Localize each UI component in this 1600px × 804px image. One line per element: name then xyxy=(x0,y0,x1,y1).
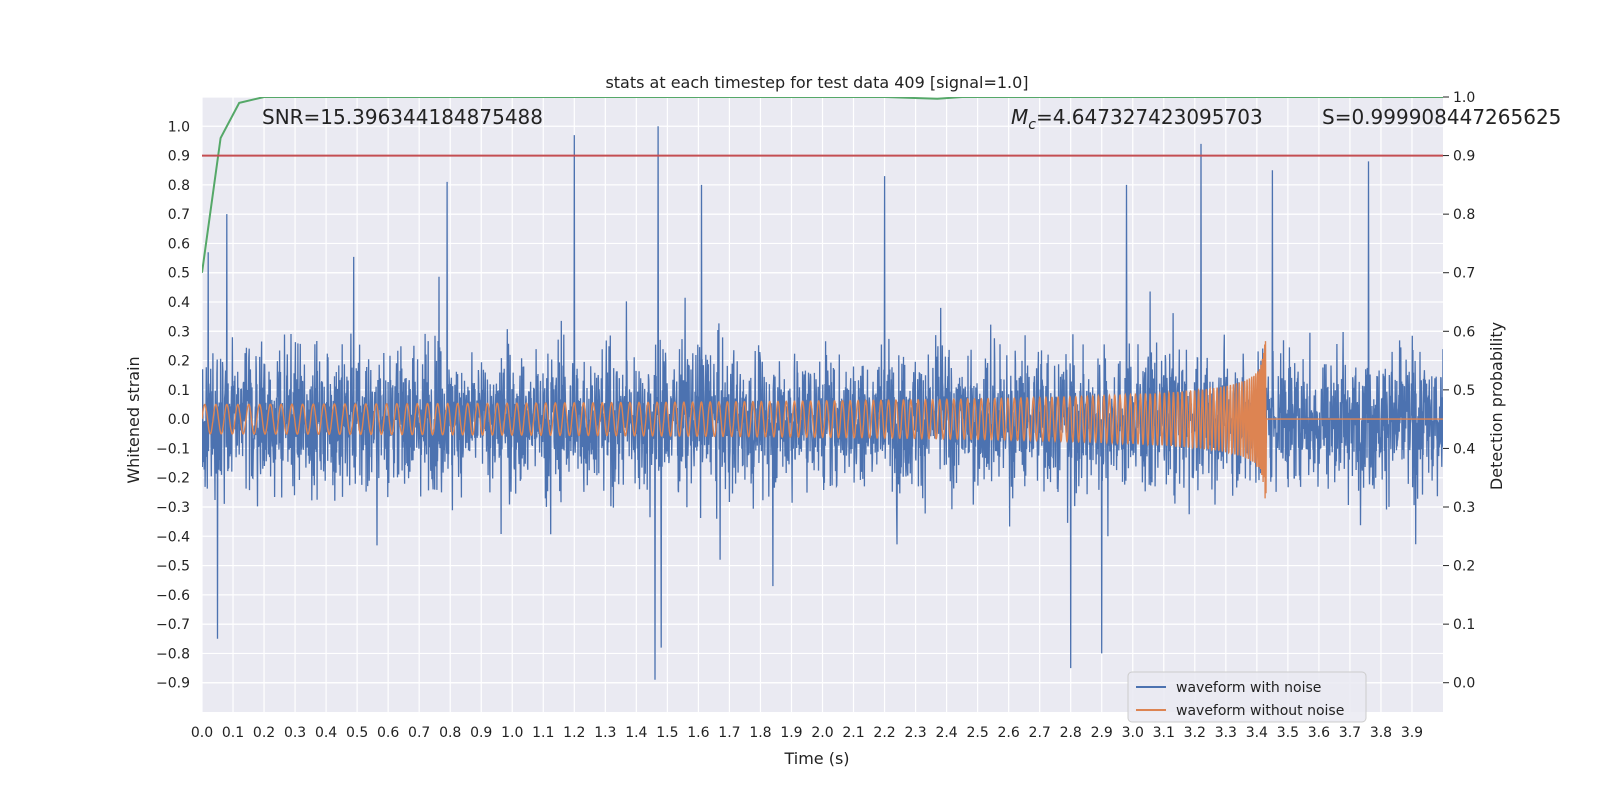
y2-axis-label: Detection probability xyxy=(1487,322,1506,490)
x-tick-label: 1.6 xyxy=(687,725,709,741)
x-tick-label: 1.5 xyxy=(656,725,678,741)
x-tick-label: 1.3 xyxy=(594,725,616,741)
x-tick-label: 3.1 xyxy=(1153,725,1175,741)
x-tick-label: 2.3 xyxy=(904,725,926,741)
x-tick-label: 3.5 xyxy=(1277,725,1299,741)
y-tick-label: −0.3 xyxy=(156,500,190,516)
series-waveform-without-noise xyxy=(202,341,1443,499)
y-tick-label: −0.5 xyxy=(156,559,190,575)
y-tick-label: −0.2 xyxy=(156,471,190,487)
tick-labels: 0.0 0.1 0.2 0.3 0.4 0.5 0.6 0.7 0.8 0.9 1.0 1.1 1.2 1… xyxy=(156,90,1475,741)
x-tick-label: 1.4 xyxy=(625,725,647,741)
mc-annotation: Mc=4.647327423095703 xyxy=(1011,105,1263,133)
y2-tick-label: 0.6 xyxy=(1453,324,1475,340)
x-tick-label: 3.9 xyxy=(1401,725,1423,741)
x-tick-label: 2.1 xyxy=(842,725,864,741)
x-tick-label: 0.9 xyxy=(470,725,492,741)
y-tick-label: −0.1 xyxy=(156,441,190,457)
x-tick-label: 0.5 xyxy=(346,725,368,741)
legend-label: waveform without noise xyxy=(1176,703,1344,719)
x-axis-label: Time (s) xyxy=(783,749,849,768)
x-tick-label: 1.9 xyxy=(780,725,802,741)
y-tick-label: −0.7 xyxy=(156,617,190,633)
x-tick-label: 2.4 xyxy=(935,725,957,741)
y-tick-label: 0.1 xyxy=(168,383,190,399)
x-tick-label: 0.2 xyxy=(253,725,275,741)
x-tick-label: 3.2 xyxy=(1184,725,1206,741)
series-detection-probability xyxy=(202,97,1443,273)
mc-symbol: M xyxy=(1011,105,1028,129)
y-tick-label: 0.5 xyxy=(168,266,190,282)
y-axis-label: Whitened strain xyxy=(124,356,143,483)
y-tick-label: 0.9 xyxy=(168,149,190,165)
x-tick-label: 0.1 xyxy=(222,725,244,741)
x-tick-label: 0.7 xyxy=(408,725,430,741)
x-tick-label: 1.8 xyxy=(749,725,771,741)
plot-content xyxy=(202,97,1443,680)
y2-tick-label: 0.0 xyxy=(1453,676,1475,692)
x-tick-label: 0.6 xyxy=(377,725,399,741)
x-tick-label: 3.6 xyxy=(1308,725,1330,741)
x-tick-label: 2.0 xyxy=(811,725,833,741)
y-tick-label: −0.4 xyxy=(156,529,190,545)
legend-label: waveform with noise xyxy=(1176,680,1321,696)
y-tick-label: 0.7 xyxy=(168,207,190,223)
x-tick-label: 2.9 xyxy=(1091,725,1113,741)
y-tick-label: 0.2 xyxy=(168,354,190,370)
x-tick-label: 1.0 xyxy=(501,725,523,741)
x-tick-label: 1.2 xyxy=(563,725,585,741)
y2-tick-label: 0.1 xyxy=(1453,617,1475,633)
y2-tick-label: 0.5 xyxy=(1453,383,1475,399)
x-tick-label: 0.0 xyxy=(191,725,213,741)
y-tick-label: 0.0 xyxy=(168,412,190,428)
x-tick-label: 2.5 xyxy=(966,725,988,741)
y2-tick-label: 0.8 xyxy=(1453,207,1475,223)
x-tick-label: 3.0 xyxy=(1122,725,1144,741)
y2-tick-label: 0.7 xyxy=(1453,266,1475,282)
x-tick-label: 0.8 xyxy=(439,725,461,741)
x-tick-label: 2.2 xyxy=(873,725,895,741)
y-tick-label: 0.3 xyxy=(168,324,190,340)
y2-tick-label: 0.2 xyxy=(1453,559,1475,575)
x-tick-label: 2.6 xyxy=(998,725,1020,741)
x-tick-label: 1.1 xyxy=(532,725,554,741)
y-tick-label: 0.8 xyxy=(168,178,190,194)
y2-tick-label: 0.3 xyxy=(1453,500,1475,516)
y-tick-label: −0.8 xyxy=(156,646,190,662)
x-tick-label: 2.7 xyxy=(1029,725,1051,741)
legend: waveform with noise waveform without nois… xyxy=(1127,671,1367,723)
s-annotation: S=0.999908447265625 xyxy=(1322,105,1561,129)
y-tick-label: −0.6 xyxy=(156,588,190,604)
chart-title: stats at each timestep for test data 409… xyxy=(605,73,1028,92)
y2-tick-label: 1.0 xyxy=(1453,90,1475,106)
y-tick-label: 0.4 xyxy=(168,295,190,311)
mc-subscript: c xyxy=(1028,117,1036,133)
x-tick-label: 3.3 xyxy=(1215,725,1237,741)
x-tick-label: 1.7 xyxy=(718,725,740,741)
x-tick-label: 2.8 xyxy=(1060,725,1082,741)
y-tick-label: 1.0 xyxy=(168,119,190,135)
y-tick-label: −0.9 xyxy=(156,676,190,692)
x-tick-label: 3.8 xyxy=(1370,725,1392,741)
snr-annotation: SNR=15.396344184875488 xyxy=(262,105,543,129)
y2-tick-label: 0.9 xyxy=(1453,149,1475,165)
x-tick-label: 0.3 xyxy=(284,725,306,741)
legend-box xyxy=(1127,671,1367,723)
y2-tick-label: 0.4 xyxy=(1453,441,1475,457)
x-tick-label: 3.4 xyxy=(1246,725,1268,741)
y-tick-label: 0.6 xyxy=(168,236,190,252)
mc-value: =4.647327423095703 xyxy=(1036,105,1263,129)
x-tick-label: 3.7 xyxy=(1339,725,1361,741)
x-tick-label: 0.4 xyxy=(315,725,337,741)
